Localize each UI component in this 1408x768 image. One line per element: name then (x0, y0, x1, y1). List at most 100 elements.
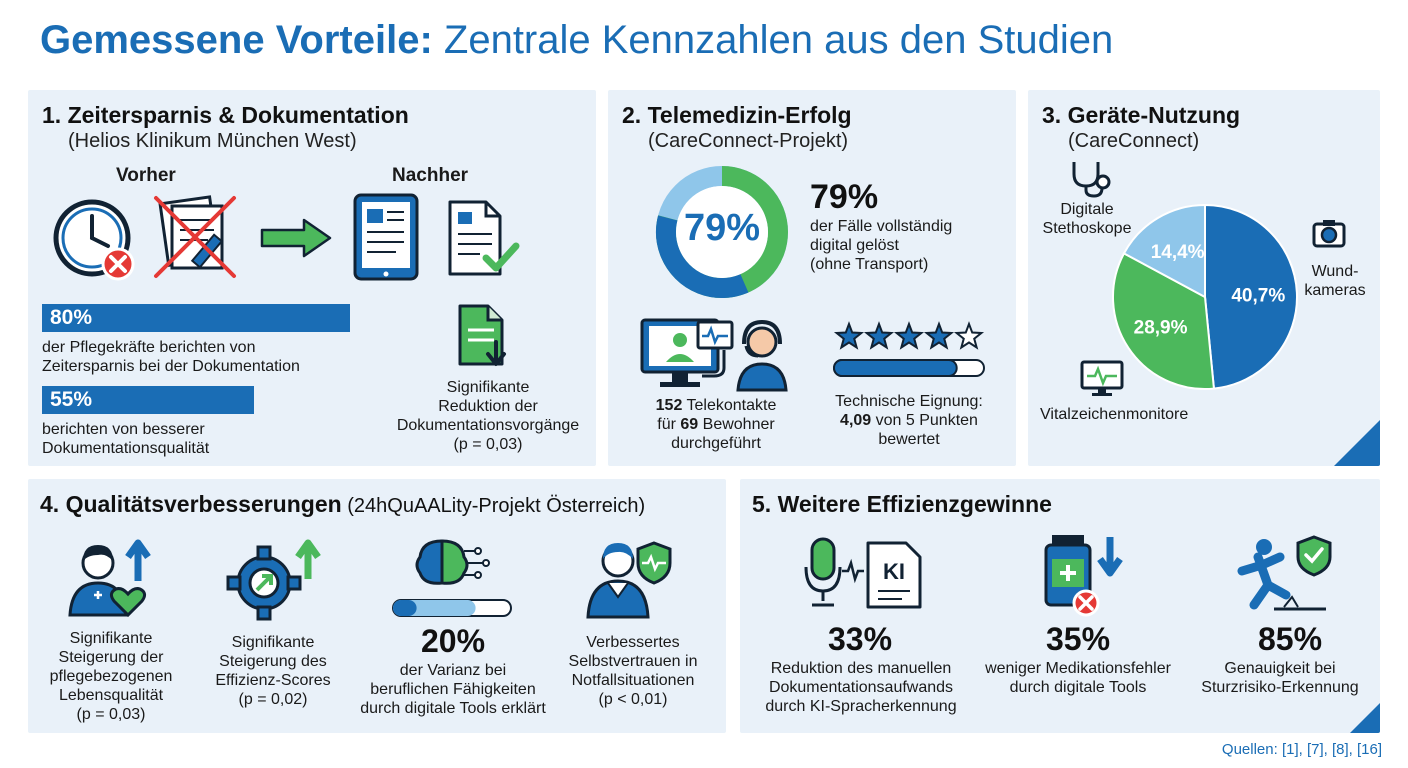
quality-item1-line1: Signifikante (69, 630, 153, 647)
efficiency-item1-line1: Reduktion des manuellen (770, 660, 952, 677)
corner-accent (1334, 420, 1380, 466)
panel-subheading: (CareConnect) (1068, 130, 1200, 152)
vital-label: Vitalzeichenmonitore (1040, 406, 1189, 423)
donut-value-arc-shade (656, 166, 788, 298)
quality-item1-line3: pflegebezogenen (49, 668, 173, 685)
rating-stars (833, 321, 985, 350)
clock-icon (53, 199, 135, 281)
crossed-paper-icon (154, 195, 236, 278)
efficiency-item3-line2: Sturzrisiko-Erkennung (1201, 679, 1359, 696)
telemedicine-stat: 79% (810, 178, 879, 216)
caregiver-heart-icon (68, 539, 151, 618)
panel-heading: 1. Zeitersparnis & Dokumentation (42, 102, 409, 128)
rating-line1: Technische Eignung: (835, 393, 983, 410)
quality-item3-line2: beruflichen Fähigkeiten (370, 681, 536, 698)
quality-item2-line3: Effizienz-Scores (215, 672, 331, 689)
star-icon (833, 321, 865, 350)
pie-slice-label: 14,4% (1151, 242, 1205, 263)
star-icon (923, 321, 955, 350)
stat-text-80-line1: der Pflegekräfte berichten von (42, 339, 256, 356)
arrow-right-icon (260, 218, 332, 258)
quality-item4-line1: Verbessertes (586, 634, 680, 651)
panel-telemedicine: 2. Telemedizin-Erfolg (CareConnect-Proje… (608, 90, 1016, 466)
corner-accent (1350, 703, 1380, 733)
rating-bar-fill (833, 359, 958, 377)
quality-item1-line4: Lebensqualität (58, 687, 164, 704)
donut-hole (676, 186, 768, 278)
telemedicine-desc-line1: der Fälle vollständig (810, 218, 953, 235)
fall-risk-icon (1237, 535, 1332, 611)
tablet-icon (353, 193, 419, 281)
stat-bar-55: 55% (42, 386, 254, 414)
efficiency-item1-line2: Dokumentationsaufwands (768, 679, 954, 696)
star-icon (893, 321, 925, 350)
steth-label-line1: Digitale (1060, 201, 1114, 218)
microphone-ki-icon: KI (804, 537, 922, 609)
star-icon (863, 321, 895, 350)
nurse-shield-icon (586, 541, 672, 619)
note-line3: Dokumentationsvorgänge (396, 417, 580, 434)
before-label: Vorher (116, 165, 176, 186)
quality-item3-line1: der Varianz bei (399, 662, 507, 679)
pie-slice (1112, 252, 1216, 390)
after-label: Nachher (392, 165, 469, 186)
steth-label-line2: Stethoskope (1042, 220, 1132, 237)
donut-chart (656, 166, 788, 298)
note-line4: (p = 0,03) (453, 436, 523, 453)
donut-label: 79% (683, 207, 761, 249)
quality-item3-stat: 20% (420, 623, 486, 659)
gear-growth-icon (226, 539, 321, 621)
contacts-line1: 152 Telekontakte (655, 397, 777, 414)
pie-slice-label: 40,7% (1231, 285, 1285, 306)
sources: Quellen: [1], [7], [8], [16] (1221, 741, 1382, 758)
telemedicine-desc-line2: digital gelöst (810, 237, 899, 254)
pie-chart: 40,7% 28,9% 14,4% (1112, 203, 1298, 390)
panel-device-usage: 3. Geräte-Nutzung (CareConnect) Digitale… (1028, 90, 1380, 466)
stat-bar-80: 80% (42, 304, 350, 332)
rating-bar (833, 359, 985, 377)
rating-line3: bewertet (878, 431, 940, 448)
wund-label-line2: kameras (1304, 282, 1366, 299)
contacts-line3: durchgeführt (671, 435, 761, 452)
efficiency-item2-line2: durch digitale Tools (1009, 679, 1147, 696)
stethoscope-icon (1072, 162, 1111, 198)
panel-heading: 2. Telemedizin-Erfolg (622, 102, 852, 128)
checked-document-icon (448, 200, 520, 276)
telemedicine-workstation-icon (640, 318, 788, 392)
page-title: Gemessene Vorteile: Zentrale Kennzahlen … (40, 18, 1114, 62)
rating-line2: 4,09 von 5 Punkten (840, 412, 978, 429)
svg-text:KI: KI (883, 559, 905, 584)
quality-item1-line2: Steigerung der (58, 649, 164, 666)
wund-label-line1: Wund- (1311, 263, 1359, 280)
quality-item4-line2: Selbstvertrauen in (568, 653, 698, 670)
skill-bar-fill (393, 600, 417, 616)
skill-variance-bar (392, 599, 512, 617)
camera-icon (1312, 220, 1346, 248)
star-icon (953, 321, 985, 350)
stat-text-55-line2: Dokumentationsqualität (42, 440, 210, 457)
quality-item4-line3: Notfallsituationen (571, 672, 695, 689)
quality-item2-line1: Signifikante (231, 634, 315, 651)
panel-heading: 5. Weitere Effizienzgewinne (752, 491, 1052, 517)
monitor-icon (1080, 360, 1124, 396)
panel-heading: 4. Qualitätsverbesserungen (24hQuAALity-… (40, 491, 646, 517)
brain-circuit-icon (415, 539, 490, 585)
panel-heading: 3. Geräte-Nutzung (1042, 102, 1241, 128)
note-line1: Signifikante (446, 379, 530, 396)
quality-item1-line5: (p = 0,03) (76, 706, 146, 723)
stat-text-80-line2: Zeitersparnis bei der Dokumentation (42, 358, 300, 375)
quality-item3-line3: durch digitale Tools erklärt (360, 700, 546, 717)
document-download-icon (458, 304, 506, 366)
stat-text-55-line1: berichten von besserer (42, 421, 205, 438)
efficiency-item1-line3: durch KI-Spracherkennung (765, 698, 957, 715)
panel-time-savings: 1. Zeitersparnis & Dokumentation (Helios… (28, 90, 596, 466)
quality-item2-line4: (p = 0,02) (238, 691, 308, 708)
panel-quality: 4. Qualitätsverbesserungen (24hQuAALity-… (28, 479, 726, 733)
efficiency-item2-stat: 35% (1045, 621, 1111, 657)
pie-slice (1204, 203, 1298, 390)
medication-down-icon (1044, 535, 1123, 617)
pie-slice-label: 28,9% (1134, 318, 1188, 339)
panel-subheading: (CareConnect-Projekt) (648, 130, 849, 152)
efficiency-item3-stat: 85% (1257, 621, 1323, 657)
telemedicine-desc-line3: (ohne Transport) (810, 256, 929, 273)
